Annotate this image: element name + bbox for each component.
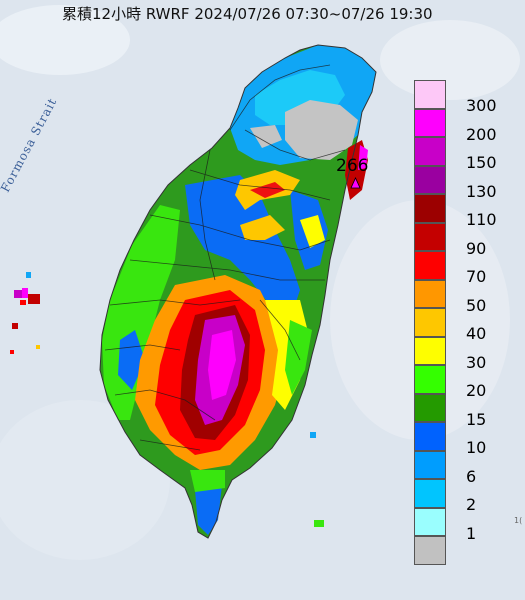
penghu-islands: [10, 272, 40, 354]
legend-swatch: [414, 251, 446, 280]
legend-label: 20: [466, 381, 487, 400]
legend-swatch: [414, 137, 446, 166]
legend-row: 90: [414, 222, 514, 258]
legend-label: 30: [466, 352, 487, 372]
legend-label: 130: [466, 181, 497, 201]
edge-mark: 1(: [514, 516, 523, 525]
legend-swatch: [414, 422, 446, 451]
rain-area-lt1: [285, 100, 358, 160]
legend-swatch: [414, 365, 446, 394]
legend-row: 110: [414, 194, 514, 229]
legend-row: 2: [414, 479, 514, 514]
legend-swatch: [414, 165, 446, 194]
legend-label: 2: [466, 495, 477, 514]
legend-row: 30: [414, 336, 514, 372]
rain-area-200: [208, 330, 236, 400]
cloud-patch: [0, 5, 130, 75]
legend-swatch: [414, 507, 446, 536]
legend-row: 300: [414, 80, 514, 115]
rain-area-20: [190, 470, 225, 492]
legend-row: 130: [414, 165, 514, 201]
legend-swatch: [414, 536, 446, 565]
legend-label: 1: [466, 523, 477, 543]
rain-area-lt1: [250, 125, 282, 148]
legend-swatch: [414, 336, 446, 365]
map-title: 累積12小時 RWRF 2024/07/26 07:30~07/26 19:30: [62, 5, 433, 23]
legend-label: 10: [466, 438, 487, 457]
legend-row: 6: [414, 450, 514, 486]
legend-swatch: [414, 108, 446, 137]
coastline: [99, 44, 377, 539]
legend-label: 300: [466, 96, 497, 115]
legend-row: 150: [414, 137, 514, 172]
legend-row: 1: [414, 507, 514, 543]
legend-swatch: [414, 479, 446, 508]
legend-label: 110: [466, 210, 497, 229]
legend-label: 15: [466, 409, 487, 429]
legend-row: 70: [414, 251, 514, 286]
legend-row: 50: [414, 279, 514, 315]
max-value-label: 266: [336, 156, 369, 176]
legend-swatch: [414, 393, 446, 422]
rain-area-200: [358, 145, 368, 170]
legend-label: 200: [466, 124, 497, 144]
legend-label: 90: [466, 238, 487, 258]
rain-area-40: [240, 215, 285, 240]
cloud-patch: [0, 400, 170, 560]
rain-area-70: [250, 182, 285, 198]
legend-swatch: [414, 450, 446, 479]
green-island: [310, 432, 316, 438]
legend-swatch: [414, 308, 446, 337]
color-legend: 300 200 150 130 110 90 70 50 40 30 20 15…: [414, 80, 514, 565]
legend-row: 200: [414, 108, 514, 144]
legend-swatch: [414, 279, 446, 308]
legend-swatch: [414, 194, 446, 223]
orchid-island: [314, 520, 324, 527]
max-value-marker: [350, 177, 361, 189]
legend-row: 15: [414, 393, 514, 429]
legend-swatch: [414, 80, 446, 109]
legend-row: 20: [414, 365, 514, 400]
rain-area-10: [185, 175, 300, 320]
legend-label: 70: [466, 267, 487, 286]
county-boundaries: [104, 64, 346, 451]
legend-label: 50: [466, 295, 487, 315]
legend-label: 150: [466, 153, 497, 172]
legend-row: 10: [414, 422, 514, 457]
legend-swatch: [414, 222, 446, 251]
legend-row: [414, 536, 514, 565]
legend-label: 40: [466, 324, 487, 343]
rain-area-30: [300, 215, 325, 248]
legend-label: 6: [466, 466, 477, 486]
legend-row: 40: [414, 308, 514, 343]
